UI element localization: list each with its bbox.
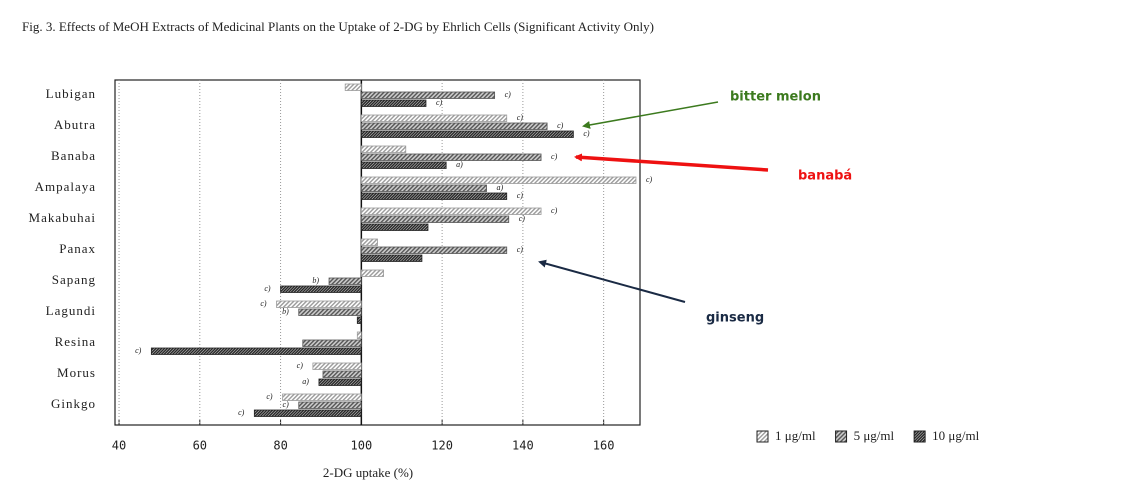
bar xyxy=(312,362,362,370)
significance-label: a) xyxy=(302,377,309,386)
bar xyxy=(360,153,542,161)
legend-swatch xyxy=(835,430,848,443)
y-tick-label: Sapang xyxy=(52,272,96,287)
significance-label: c) xyxy=(517,191,524,200)
significance-label: c) xyxy=(135,346,142,355)
y-tick-label: Ampalaya xyxy=(35,179,96,194)
bar xyxy=(360,269,384,277)
significance-label: a) xyxy=(497,183,504,192)
significance-label: c) xyxy=(283,400,290,409)
bar xyxy=(298,308,362,316)
significance-label: c) xyxy=(264,284,271,293)
significance-label: c) xyxy=(551,206,558,215)
significance-label: c) xyxy=(505,90,512,99)
bar xyxy=(280,285,362,293)
bar xyxy=(360,246,508,254)
y-tick-label: Morus xyxy=(57,365,96,380)
bar xyxy=(322,370,362,378)
x-tick-label: 60 xyxy=(193,439,207,453)
significance-label: c) xyxy=(297,361,304,370)
x-tick-label: 100 xyxy=(351,439,373,453)
x-tick-label: 120 xyxy=(431,439,453,453)
bar xyxy=(356,331,362,339)
bar xyxy=(282,393,362,401)
bar xyxy=(360,130,574,138)
bar xyxy=(356,316,362,324)
y-tick-label: Panax xyxy=(59,241,96,256)
significance-label: c) xyxy=(266,392,273,401)
significance-label: c) xyxy=(583,129,590,138)
y-tick-label: Banaba xyxy=(51,148,96,163)
y-tick-label: Lubigan xyxy=(46,86,96,101)
x-tick-label: 80 xyxy=(273,439,287,453)
bar xyxy=(298,401,362,409)
x-tick-label: 140 xyxy=(512,439,534,453)
legend-swatch xyxy=(756,430,769,443)
significance-label: c) xyxy=(557,121,564,130)
x-axis-label: 2-DG uptake (%) xyxy=(323,465,413,480)
plot-frame xyxy=(114,79,641,426)
legend-label: 1 μg/ml xyxy=(775,428,816,443)
bar xyxy=(253,409,362,417)
y-tick-label: Lagundi xyxy=(46,303,96,318)
significance-label: b) xyxy=(312,276,319,285)
x-tick-label: 160 xyxy=(593,439,615,453)
significance-label: c) xyxy=(646,175,653,184)
annotation-arrow xyxy=(574,153,769,172)
bar xyxy=(276,300,362,308)
significance-label: c) xyxy=(519,214,526,223)
annotation-arrow xyxy=(538,259,686,303)
bar xyxy=(360,176,637,184)
bar xyxy=(302,339,362,347)
significance-label: c) xyxy=(436,98,443,107)
x-tick-label: 40 xyxy=(112,439,126,453)
legend-swatch xyxy=(913,430,926,443)
significance-label: c) xyxy=(517,113,524,122)
y-tick-label: Makabuhai xyxy=(29,210,96,225)
bar xyxy=(328,277,362,285)
y-tick-label: Ginkgo xyxy=(51,396,96,411)
significance-label: c) xyxy=(238,408,245,417)
bar xyxy=(360,184,487,192)
y-tick-label: Resina xyxy=(55,334,96,349)
bar xyxy=(318,378,362,386)
significance-label: b) xyxy=(282,307,289,316)
annotation: ginseng xyxy=(706,311,764,326)
significance-label: c) xyxy=(260,299,267,308)
legend-label: 5 μg/ml xyxy=(854,428,895,443)
chart-title: Fig. 3. Effects of MeOH Extracts of Medi… xyxy=(22,19,654,34)
bar xyxy=(360,223,429,231)
bar xyxy=(360,215,510,223)
bar xyxy=(360,91,496,99)
legend-label: 10 μg/ml xyxy=(932,428,979,443)
annotation: bitter melon xyxy=(730,90,821,105)
bar xyxy=(344,83,362,91)
significance-label: c) xyxy=(551,152,558,161)
significance-label: c) xyxy=(517,245,524,254)
bar xyxy=(360,122,548,130)
bar xyxy=(360,161,447,169)
bar xyxy=(360,192,508,200)
annotation-arrow xyxy=(582,101,719,129)
bar xyxy=(360,238,378,246)
bar xyxy=(360,207,542,215)
bar xyxy=(360,99,427,107)
y-tick-label: Abutra xyxy=(54,117,96,132)
bar xyxy=(360,254,423,262)
bar xyxy=(150,347,362,355)
bar xyxy=(360,145,407,153)
significance-label: a) xyxy=(456,160,463,169)
bar xyxy=(360,114,508,122)
annotation: banabá xyxy=(798,169,852,184)
